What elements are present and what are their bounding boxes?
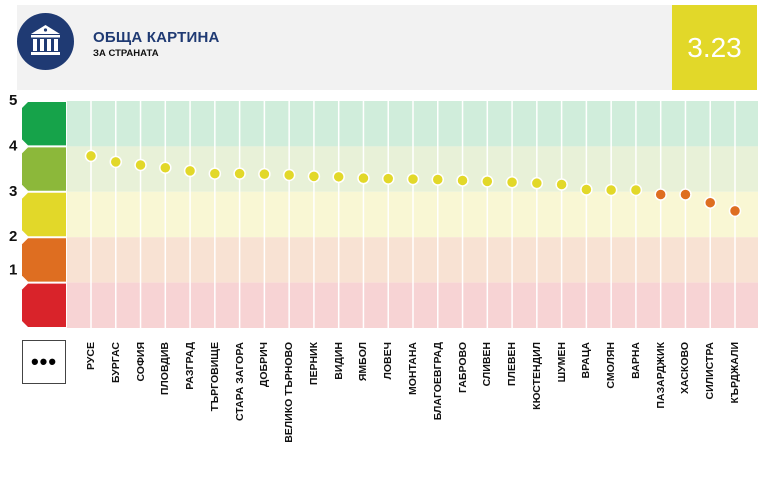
x-tick-label: СИЛИСТРА — [704, 342, 717, 400]
data-point — [183, 164, 197, 178]
x-tick-label: ТЪРГОВИЩЕ — [208, 342, 221, 412]
x-tick-label: ДОБРИЧ — [258, 342, 271, 388]
x-tick-label: СЛИВЕН — [481, 342, 494, 387]
data-point — [332, 170, 345, 184]
scale-block-2 — [22, 238, 66, 282]
data-point — [406, 172, 420, 186]
x-tick-label: РАЗГРАД — [184, 342, 197, 390]
data-point — [282, 168, 296, 182]
x-tick-label: СОФИЯ — [134, 342, 147, 382]
data-point — [604, 183, 618, 197]
x-tick-label: ПЛОВДИВ — [159, 342, 172, 396]
x-tick-label: ГАБРОВО — [456, 342, 469, 393]
x-tick-label: ВРАЦА — [580, 342, 593, 379]
page-subtitle: ЗА СТРАНАТА — [93, 48, 159, 59]
x-tick-label: ЛОВЕЧ — [382, 342, 395, 380]
more-dots-icon: ••• — [30, 349, 58, 374]
x-tick-label: ВИДИН — [332, 342, 345, 380]
scale-block-1 — [22, 283, 66, 327]
y-tick-label: 2 — [9, 228, 17, 245]
y-tick-label: 5 — [9, 92, 17, 109]
x-tick-label: БУРГАС — [109, 342, 122, 384]
data-point — [84, 149, 98, 163]
data-point — [456, 174, 469, 187]
data-point — [555, 178, 568, 191]
x-tick-label: ПЛЕВЕН — [506, 342, 519, 387]
x-tick-label: ВАРНА — [629, 342, 642, 379]
header-panel — [17, 5, 672, 90]
x-tick-label: КЪРДЖАЛИ — [729, 342, 741, 404]
x-tick-label: МОНТАНА — [407, 342, 419, 395]
data-point — [505, 176, 519, 189]
x-tick-label: ХАСКОВО — [679, 342, 692, 394]
x-tick-label: ПЕРНИК — [307, 342, 320, 386]
data-point — [703, 196, 717, 209]
data-point — [109, 155, 123, 169]
x-tick-label: ШУМЕН — [555, 342, 568, 383]
scale-block-5 — [22, 102, 66, 146]
government-building-icon — [17, 13, 74, 70]
data-point — [381, 172, 395, 185]
data-point — [530, 176, 544, 190]
data-point — [233, 167, 246, 180]
overall-score-badge: 3.23 — [672, 5, 757, 90]
data-point — [728, 204, 742, 218]
data-point — [431, 173, 445, 186]
x-tick-label: ПАЗАРДЖИК — [654, 342, 667, 409]
y-tick-label: 4 — [9, 137, 18, 154]
data-point — [208, 167, 222, 180]
x-tick-label: СТАРА ЗАГОРА — [233, 342, 246, 422]
x-tick-label: СМОЛЯН — [605, 342, 618, 389]
page-title: ОБЩА КАРТИНА — [93, 29, 220, 46]
data-point — [580, 183, 593, 196]
y-tick-label: 1 — [9, 262, 17, 279]
data-point — [679, 188, 692, 201]
x-tick-label: ВЕЛИКО ТЪРНОВО — [283, 342, 296, 443]
scale-block-4 — [22, 147, 66, 191]
x-tick-label: БЛАГОЕВГРАД — [431, 342, 444, 421]
data-point — [629, 183, 643, 197]
data-point — [134, 158, 147, 172]
y-tick-label: 3 — [9, 183, 17, 200]
scale-block-3 — [22, 192, 66, 237]
data-point — [159, 161, 172, 174]
data-point — [481, 175, 494, 188]
x-tick-label: КЮСТЕНДИЛ — [530, 342, 543, 410]
data-point — [307, 170, 321, 183]
data-point — [258, 167, 271, 181]
data-point — [357, 171, 370, 185]
x-tick-label: РУСЕ — [85, 342, 97, 370]
data-point — [654, 188, 667, 201]
more-options-button[interactable]: ••• — [22, 340, 66, 384]
x-tick-label: ЯМБОЛ — [357, 342, 370, 382]
